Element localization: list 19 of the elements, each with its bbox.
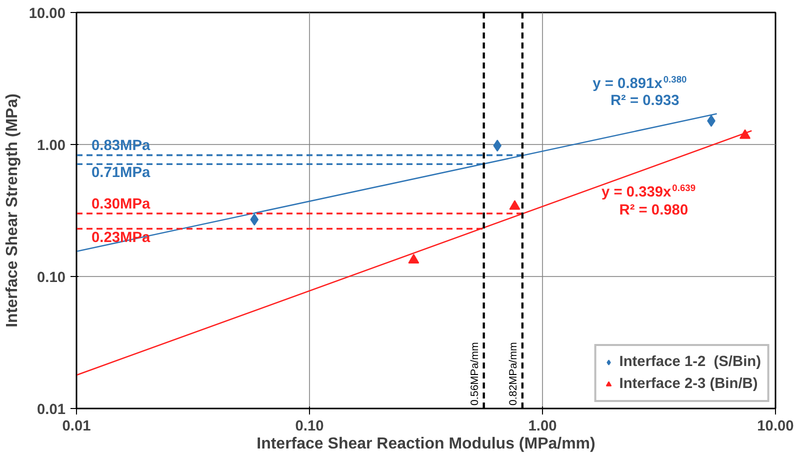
y-tick-label: 0.01 [36, 402, 66, 418]
annotation: 0.83MPa [92, 138, 152, 154]
annotation: 0.30MPa [92, 196, 152, 213]
annotation: 0.71MPa [92, 165, 152, 182]
x-axis-title: Interface Shear Reaction Modulus (MPa/mm) [256, 436, 596, 452]
y-tick-label: 10.00 [28, 6, 66, 22]
x-tick-label: 0.10 [295, 418, 324, 434]
x-tick-label: 0.01 [62, 418, 91, 434]
legend-label: Interface 2-3 (Bin/B) [619, 376, 758, 392]
x-tick-label: 10.00 [757, 418, 794, 434]
annotation: R² = 0.933 [610, 93, 680, 110]
y-tick-label: 0.10 [36, 270, 66, 286]
x-tick-label: 1.00 [528, 418, 557, 434]
y-tick-label: 1.00 [36, 138, 66, 154]
annotation: R² = 0.980 [619, 202, 688, 218]
ref-line-label: 0.56MPa/mm [468, 342, 481, 406]
legend-label: Interface 1-2 (S/Bin) [619, 354, 761, 370]
y-axis-title: Interface Shear Strength (MPa) [4, 94, 21, 328]
ref-line-label: 0.82MPa/mm [507, 342, 520, 406]
